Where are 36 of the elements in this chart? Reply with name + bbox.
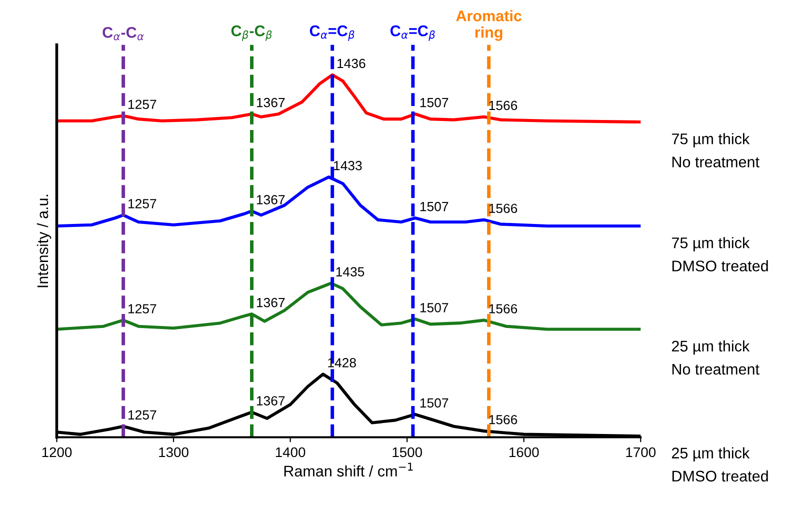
x-tick-label: 1700 <box>626 447 656 458</box>
annotation: 1428 <box>328 358 356 368</box>
text: 75 µm thick DMSO treated <box>672 237 768 272</box>
annotation: 1566 <box>489 414 518 424</box>
annotation: 1257 <box>128 198 156 208</box>
text: 25 µm thick No treatment <box>672 340 760 375</box>
annotation: 1435 <box>336 267 364 276</box>
annotation: 1257 <box>128 100 156 110</box>
ref-line-label: C$_{β}$-C$_{β}$ <box>231 25 272 41</box>
ref-line-label: C$_{α}$=C$_{β}$ <box>390 25 435 41</box>
annotation: 1433 <box>334 160 362 170</box>
x-tick-label: 1500 <box>392 447 422 458</box>
annotation: 1566 <box>489 100 518 110</box>
annotation: 1367 <box>256 396 285 406</box>
annotation: 1257 <box>128 304 156 314</box>
x-tick-label: 1300 <box>159 447 188 458</box>
annotation: 1507 <box>420 398 448 408</box>
annotation: 1507 <box>420 202 448 212</box>
x-tick-label: 1400 <box>276 447 306 458</box>
x-axis-title: Raman shift / cm$^{−1}$ <box>284 462 413 477</box>
text: 75 µm thick No treatment <box>672 133 760 168</box>
annotation: 1367 <box>256 298 285 308</box>
x-tick-label: 1600 <box>509 447 539 458</box>
ref-line-label: C$_{α}$=C$_{β}$ <box>310 25 354 41</box>
annotation: 1367 <box>256 98 285 108</box>
ref-line-label: C$_{α}$-C$_{α}$ <box>102 27 144 40</box>
annotation: 1257 <box>128 410 156 420</box>
x-tick-label: 1200 <box>42 447 72 458</box>
annotation: 1566 <box>489 304 518 314</box>
annotation: 1507 <box>420 302 448 312</box>
text: 25 µm thick DMSO treated <box>672 447 768 482</box>
annotation: 1436 <box>338 58 366 68</box>
annotation: 1507 <box>420 98 448 108</box>
annotation: 1367 <box>256 195 285 204</box>
ref-line-label: Aromatic ring <box>456 10 522 41</box>
y-axis-title: Intensity / a.u. <box>36 194 52 288</box>
